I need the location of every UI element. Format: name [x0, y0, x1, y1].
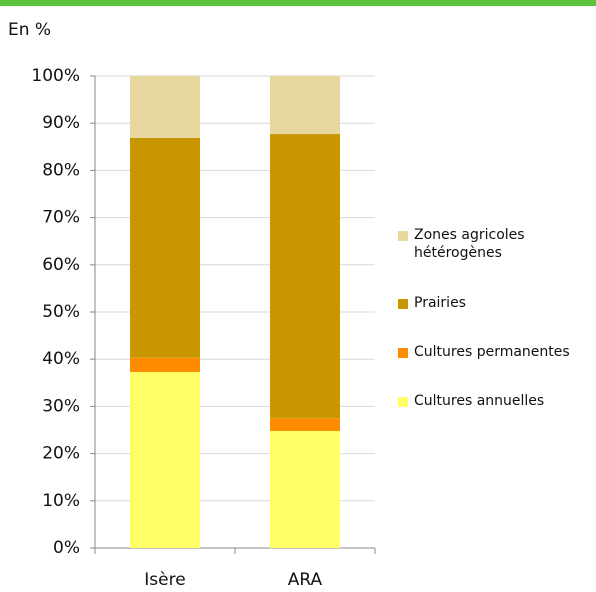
legend-item: Cultures permanentes [414, 344, 570, 360]
subtitle: En % [8, 20, 51, 40]
y-tick-label: 20% [42, 444, 80, 464]
bar-segment [270, 76, 340, 135]
bar-segment [130, 76, 200, 138]
legend-item: Prairies [414, 295, 466, 311]
bar-segment [270, 134, 340, 419]
y-tick-label: 40% [42, 349, 80, 369]
x-tick-label: Isère [144, 570, 185, 590]
y-tick-label: 50% [42, 302, 80, 322]
bar-segment [270, 430, 340, 548]
legend-swatch [398, 299, 408, 309]
top-strip [0, 0, 596, 6]
legend-label: Zones agricoles hétérogènes [414, 227, 525, 261]
legend-label: Cultures permanentes [414, 344, 570, 360]
legend-swatch [398, 231, 408, 241]
y-tick-label: 80% [42, 160, 80, 180]
bar-segment [130, 357, 200, 372]
legend-label: Prairies [414, 295, 466, 311]
y-tick-label: 70% [42, 208, 80, 228]
bar-segment [130, 137, 200, 358]
legend-item: Zones agricoles hétérogènes [414, 227, 525, 261]
legend-item: Cultures annuelles [414, 393, 545, 409]
legend-label: Cultures annuelles [414, 393, 545, 409]
bar-segment [270, 418, 340, 431]
y-tick-label: 10% [42, 491, 80, 511]
y-tick-label: 0% [53, 538, 80, 558]
y-tick-label: 90% [42, 113, 80, 133]
y-tick-label: 60% [42, 255, 80, 275]
y-tick-label: 30% [42, 396, 80, 416]
legend-swatch [398, 397, 408, 407]
y-tick-label: 100% [31, 66, 80, 86]
x-tick-label: ARA [288, 570, 323, 590]
bar-segment [130, 371, 200, 548]
legend-swatch [398, 348, 408, 358]
